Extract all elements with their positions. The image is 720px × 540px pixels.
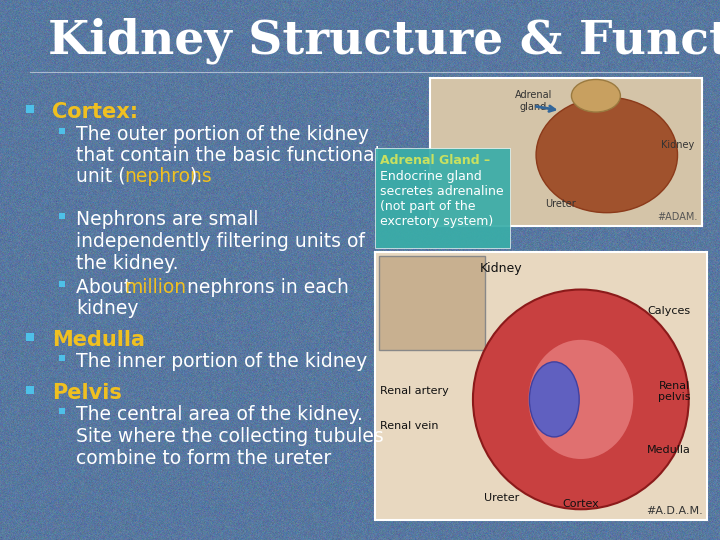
Bar: [59, 408, 65, 414]
FancyBboxPatch shape: [375, 148, 510, 248]
Bar: [26, 386, 34, 394]
Text: that contain the basic functional: that contain the basic functional: [76, 146, 379, 165]
Bar: [26, 333, 34, 341]
Text: Adrenal
gland: Adrenal gland: [515, 90, 552, 112]
Text: Ureter: Ureter: [484, 493, 519, 503]
Text: Renal
pelvis: Renal pelvis: [658, 381, 690, 402]
Text: Renal vein: Renal vein: [380, 421, 438, 431]
Bar: [26, 105, 34, 113]
Text: #ADAM.: #ADAM.: [657, 212, 698, 222]
Bar: [59, 281, 65, 287]
Text: Calyces: Calyces: [647, 306, 690, 316]
Text: ).: ).: [189, 167, 202, 186]
Ellipse shape: [529, 362, 579, 437]
Text: Renal artery: Renal artery: [380, 386, 449, 396]
Text: The central area of the kidney.
Site where the collecting tubules
combine to for: The central area of the kidney. Site whe…: [76, 405, 384, 468]
Ellipse shape: [473, 289, 689, 509]
Text: nephrons in each: nephrons in each: [181, 278, 349, 297]
Text: unit (: unit (: [76, 167, 125, 186]
Text: Kidney: Kidney: [661, 140, 695, 150]
Text: Ureter: Ureter: [545, 199, 576, 210]
Text: Cortex:: Cortex:: [52, 102, 138, 122]
Ellipse shape: [536, 97, 678, 213]
Bar: [59, 355, 65, 361]
Bar: [379, 256, 485, 350]
Text: The outer portion of the kidney: The outer portion of the kidney: [76, 125, 369, 144]
Ellipse shape: [528, 339, 634, 460]
Text: kidney: kidney: [76, 299, 138, 318]
Text: Kidney Structure & Function: Kidney Structure & Function: [48, 18, 720, 64]
Text: Pelvis: Pelvis: [52, 383, 122, 403]
Text: Adrenal Gland –: Adrenal Gland –: [380, 154, 490, 167]
Text: Medulla: Medulla: [647, 446, 690, 455]
Bar: [430, 78, 702, 226]
Text: Medulla: Medulla: [52, 330, 145, 350]
Text: The inner portion of the kidney: The inner portion of the kidney: [76, 352, 367, 371]
Text: Nephrons are small
independently filtering units of
the kidney.: Nephrons are small independently filteri…: [76, 210, 365, 273]
Text: million: million: [125, 278, 186, 297]
Bar: [59, 213, 65, 219]
Text: Cortex: Cortex: [562, 500, 599, 509]
Ellipse shape: [572, 79, 621, 112]
Text: nephrons: nephrons: [125, 167, 212, 186]
Bar: [375, 252, 707, 520]
Text: Endocrine gland
secretes adrenaline
(not part of the
excretory system): Endocrine gland secretes adrenaline (not…: [380, 170, 503, 228]
Text: About: About: [76, 278, 138, 297]
Text: Kidney: Kidney: [480, 262, 523, 275]
Bar: [59, 128, 65, 134]
Text: #A.D.A.M.: #A.D.A.M.: [647, 506, 703, 516]
